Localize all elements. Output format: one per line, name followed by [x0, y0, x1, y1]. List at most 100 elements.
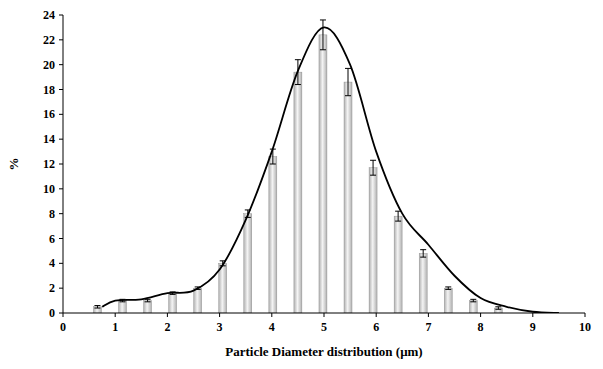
x-tick	[63, 313, 64, 317]
x-tick	[324, 313, 325, 317]
error-cap	[345, 95, 351, 96]
error-bar	[345, 68, 351, 95]
y-tick-label: 4	[49, 256, 55, 270]
error-bar	[395, 211, 401, 221]
x-axis-label: Particle Diameter distribution (μm)	[225, 344, 422, 359]
x-tick-label: 8	[478, 320, 484, 334]
error-cap	[94, 305, 100, 306]
error-cap	[495, 309, 501, 310]
y-tick-label: 12	[43, 157, 55, 171]
y-tick-label: 24	[43, 8, 55, 22]
y-tick-label: 18	[43, 83, 55, 97]
x-tick	[585, 313, 586, 317]
bar	[244, 214, 252, 313]
y-tick-label: 20	[43, 58, 55, 72]
bar	[469, 301, 477, 313]
y-tick	[59, 238, 63, 239]
error-bar	[470, 299, 476, 301]
y-tick-label: 14	[43, 132, 55, 146]
y-tick-label: 2	[49, 281, 55, 295]
x-tick	[376, 313, 377, 317]
error-cap	[170, 294, 176, 295]
y-tick	[59, 89, 63, 90]
error-cap	[495, 306, 501, 307]
error-bar	[320, 20, 326, 50]
x-tick	[219, 313, 220, 317]
error-cap	[420, 249, 426, 250]
x-tick	[428, 313, 429, 317]
error-bar	[370, 160, 376, 175]
x-tick-label: 4	[269, 320, 275, 334]
error-stem	[322, 20, 323, 50]
y-tick	[59, 188, 63, 189]
error-cap	[295, 59, 301, 60]
error-stem	[398, 211, 399, 221]
bar	[319, 35, 327, 313]
chart-container: 024681012141618202224012345678910Particl…	[0, 0, 603, 369]
x-tick-label: 9	[530, 320, 536, 334]
y-tick	[59, 313, 63, 314]
error-cap	[395, 221, 401, 222]
error-cap	[445, 289, 451, 290]
y-tick	[59, 263, 63, 264]
y-tick	[59, 164, 63, 165]
bar	[444, 288, 452, 313]
bar	[394, 216, 402, 313]
y-tick-label: 8	[49, 207, 55, 221]
y-tick	[59, 213, 63, 214]
bar	[93, 307, 101, 313]
error-cap	[470, 301, 476, 302]
error-cap	[345, 68, 351, 69]
bar	[494, 308, 502, 313]
error-cap	[420, 257, 426, 258]
bar	[369, 168, 377, 313]
x-tick-label: 5	[321, 320, 327, 334]
y-axis-label: %	[6, 158, 21, 171]
error-cap	[145, 301, 151, 302]
bar	[144, 301, 152, 313]
error-bar	[420, 250, 426, 257]
error-cap	[320, 19, 326, 20]
bar	[344, 82, 352, 313]
error-bar	[145, 299, 151, 301]
y-tick-label: 6	[49, 232, 55, 246]
y-tick	[59, 15, 63, 16]
x-tick-label: 6	[373, 320, 379, 334]
x-tick	[532, 313, 533, 317]
y-tick	[59, 39, 63, 40]
fit-curve	[102, 27, 559, 313]
x-tick-label: 10	[579, 320, 591, 334]
x-tick	[167, 313, 168, 317]
error-bar	[445, 287, 451, 289]
bar	[119, 301, 127, 313]
error-cap	[370, 160, 376, 161]
error-cap	[445, 286, 451, 287]
error-cap	[370, 175, 376, 176]
y-tick-label: 22	[43, 33, 55, 47]
chart: 024681012141618202224012345678910Particl…	[0, 0, 603, 369]
error-cap	[320, 49, 326, 50]
bar	[269, 157, 277, 313]
error-stem	[373, 160, 374, 175]
error-bar	[94, 306, 100, 308]
y-tick-label: 0	[49, 306, 55, 320]
bar	[419, 253, 427, 313]
y-tick	[59, 64, 63, 65]
y-tick	[59, 139, 63, 140]
x-tick-label: 2	[164, 320, 170, 334]
bar	[294, 72, 302, 313]
bar	[169, 293, 177, 313]
x-tick	[480, 313, 481, 317]
x-tick-label: 0	[60, 320, 66, 334]
bar	[194, 288, 202, 313]
error-cap	[470, 299, 476, 300]
error-cap	[120, 301, 126, 302]
error-stem	[423, 250, 424, 257]
x-tick-label: 3	[217, 320, 223, 334]
error-bar	[495, 307, 501, 309]
x-tick-label: 7	[425, 320, 431, 334]
y-tick-label: 16	[43, 107, 55, 121]
y-tick	[59, 114, 63, 115]
error-stem	[348, 68, 349, 95]
x-tick	[115, 313, 116, 317]
